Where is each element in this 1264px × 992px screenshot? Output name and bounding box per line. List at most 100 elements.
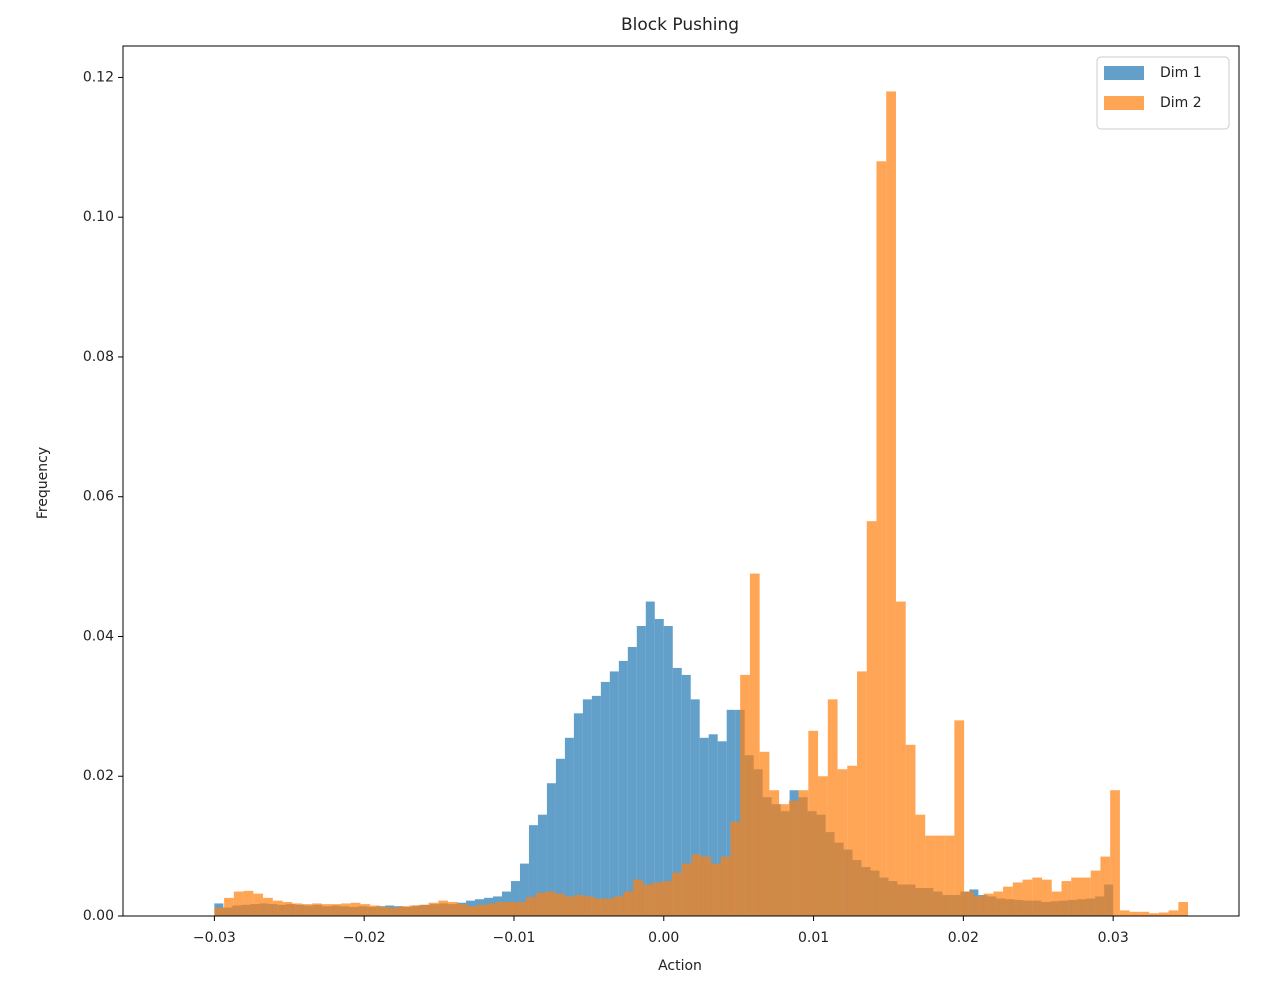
bar <box>438 900 449 916</box>
bar <box>282 902 293 916</box>
bar <box>681 674 691 916</box>
bar <box>788 800 799 916</box>
bar <box>827 699 838 916</box>
bar <box>546 783 556 916</box>
bar <box>487 903 497 916</box>
bar <box>525 897 536 916</box>
bar <box>409 905 419 916</box>
bar <box>857 671 867 916</box>
bar <box>708 734 718 916</box>
bar <box>642 884 653 916</box>
bar <box>672 667 682 916</box>
bar <box>915 814 926 916</box>
bar <box>645 601 655 916</box>
bar <box>603 898 614 916</box>
y-tick-label: 0.02 <box>83 768 114 784</box>
bar <box>954 720 965 916</box>
bar <box>1129 911 1140 916</box>
bar <box>496 902 507 916</box>
bar <box>663 626 673 916</box>
bar <box>272 900 283 916</box>
bar <box>389 907 400 916</box>
bar <box>350 902 361 916</box>
bar <box>633 879 643 916</box>
bar <box>555 758 565 916</box>
bar <box>973 896 984 916</box>
bar <box>726 709 736 916</box>
bar <box>701 856 711 916</box>
bar <box>895 601 906 916</box>
bar <box>243 890 254 916</box>
bar <box>662 881 673 916</box>
bar <box>925 835 935 916</box>
bar <box>847 765 858 916</box>
bar <box>506 902 517 916</box>
y-tick-label: 0.00 <box>83 908 114 924</box>
bar <box>1100 856 1111 916</box>
bar <box>545 891 556 916</box>
x-tick-label: 0.01 <box>798 930 829 946</box>
bar <box>428 902 439 916</box>
legend-swatch <box>1104 96 1144 110</box>
bar <box>964 891 974 916</box>
x-tick-label: 0.02 <box>948 930 979 946</box>
bar <box>224 897 234 916</box>
bar <box>876 161 887 916</box>
bar <box>214 907 225 916</box>
bar <box>582 699 592 916</box>
bar <box>886 91 896 916</box>
bar <box>710 863 721 916</box>
bar <box>1071 877 1081 916</box>
x-tick-label: −0.01 <box>493 930 536 946</box>
bar <box>944 835 955 916</box>
bar <box>1178 902 1189 916</box>
bar <box>399 906 410 916</box>
bar <box>537 814 547 916</box>
bar <box>934 835 945 916</box>
bar <box>654 619 664 916</box>
bar <box>623 891 634 916</box>
bar <box>321 904 332 916</box>
bar <box>993 891 1004 916</box>
chart-title: Block Pushing <box>621 15 739 35</box>
x-tick-label: 0.00 <box>648 930 679 946</box>
bar <box>837 769 848 916</box>
x-axis-label: Action <box>658 958 702 974</box>
bar <box>564 737 574 916</box>
bar <box>1032 877 1043 916</box>
bar <box>1158 912 1169 916</box>
y-tick-label: 0.12 <box>83 69 114 85</box>
legend-label: Dim 1 <box>1160 65 1202 81</box>
bar <box>510 881 520 916</box>
bar <box>591 695 601 916</box>
bar <box>564 896 575 916</box>
bar <box>594 898 604 916</box>
bar <box>690 699 700 916</box>
bar <box>627 646 637 916</box>
bar <box>798 790 809 916</box>
bar <box>983 893 994 916</box>
y-tick-label: 0.06 <box>83 489 114 505</box>
bar <box>1119 910 1130 916</box>
bar <box>1042 879 1052 916</box>
bar <box>311 903 322 916</box>
bar <box>516 902 526 916</box>
bar <box>573 713 583 916</box>
legend-swatch <box>1104 66 1144 80</box>
bar <box>1061 881 1072 916</box>
bar <box>528 825 538 916</box>
bar <box>1168 910 1179 916</box>
bar <box>672 872 682 916</box>
bar <box>699 737 709 916</box>
bar <box>618 660 628 916</box>
bar <box>302 904 312 916</box>
bar <box>1051 891 1062 916</box>
bar <box>477 904 488 916</box>
bar <box>609 671 619 916</box>
bar <box>535 892 546 916</box>
bar <box>340 903 351 916</box>
x-tick-label: −0.02 <box>343 930 386 946</box>
bar <box>759 751 770 916</box>
bar <box>370 905 380 916</box>
bar <box>769 790 780 916</box>
